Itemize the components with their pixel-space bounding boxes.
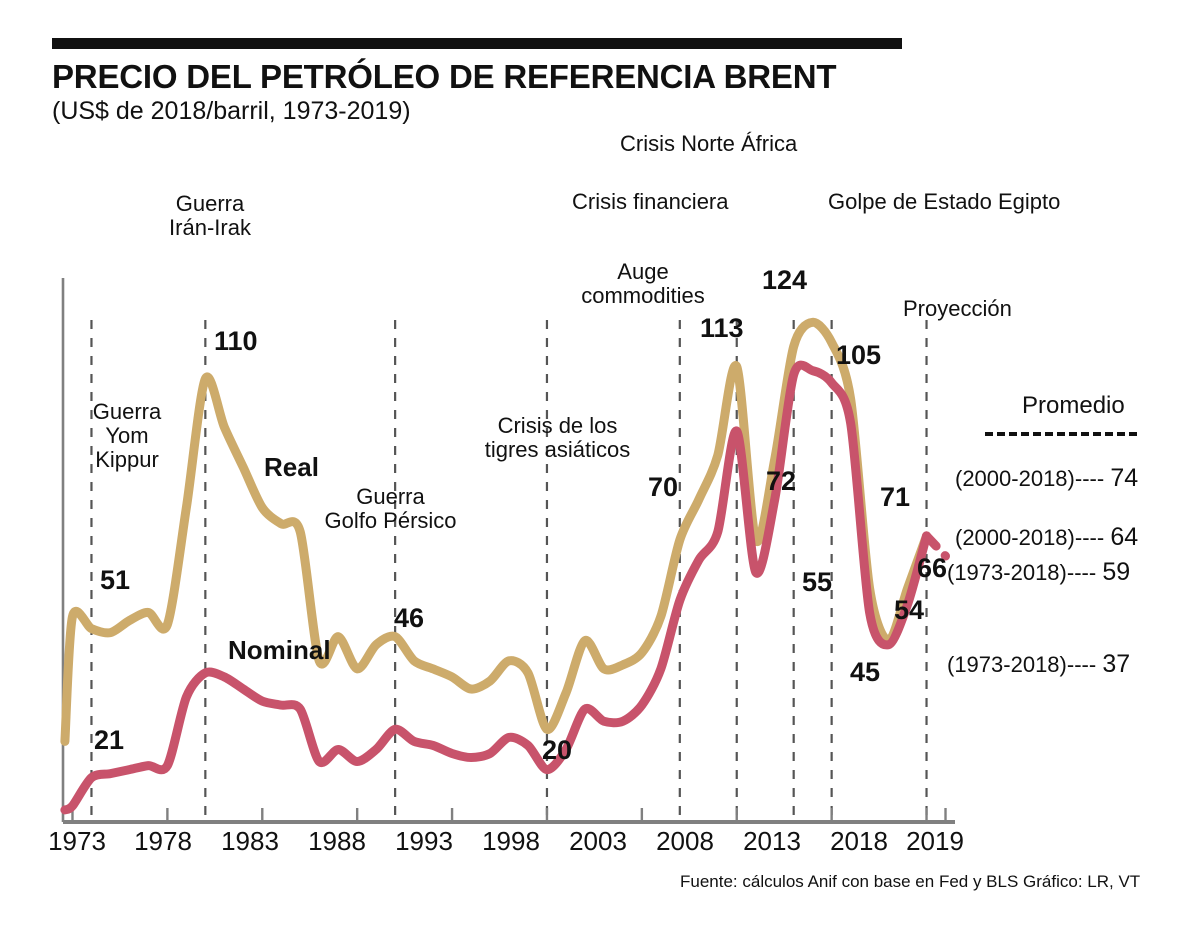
value-label-46: 46 [394,603,425,633]
legend-leader: ---- [1074,525,1105,550]
legend-period: (1973-2018) [947,652,1067,677]
annotation-guerra-golfo-persico: Guerra Golfo Pérsico [303,485,478,533]
legend-leader: ---- [1066,652,1097,677]
xtick-1988: 1988 [308,826,366,856]
annotation-line: Kippur [95,446,159,472]
value-label-72: 72 [766,466,797,496]
xtick-1998: 1998 [482,826,540,856]
legend-value: 74 [1110,464,1139,492]
page-title: PRECIO DEL PETRÓLEO DE REFERENCIA BRENT [52,58,837,95]
series-line-proyección [922,531,951,561]
xtick-2013: 2013 [743,826,801,856]
annotation-crisis-financiera: Crisis financiera [572,190,729,214]
xtick-2008: 2008 [656,826,714,856]
annotation-golpe-estado-egipto: Golpe de Estado Egipto [828,190,1060,214]
annotation-auge-commodities: Auge commodities [548,260,738,308]
xtick-1993: 1993 [395,826,453,856]
legend-value: 59 [1102,558,1131,586]
legend-value: 37 [1102,650,1131,678]
legend-row-2: (1973-2018)---- 59 [947,558,1130,587]
annotation-crisis-norte-africa: Crisis Norte África [620,132,797,156]
legend-period: (2000-2018) [955,466,1075,491]
series-label-real: Real [264,452,319,482]
value-label-51: 51 [100,565,131,595]
annotation-line: Yom [105,422,149,448]
series-paths [60,317,951,815]
xtick-1983: 1983 [221,826,279,856]
legend-period: (2000-2018) [955,525,1075,550]
legend-divider [985,432,1137,436]
value-label-54: 54 [894,595,925,625]
annotation-line: tigres asiáticos [484,436,631,462]
series-label-nominal: Nominal [228,635,331,665]
legend-row-1: (2000-2018)---- 64 [955,523,1138,552]
legend-row-3: (1973-2018)---- 37 [947,650,1130,679]
annotation-line: Irán-Irak [169,214,251,240]
annotation-line: commodities [581,282,705,308]
event-lines [90,320,928,822]
value-label-20: 20 [542,735,573,765]
legend-period: (1973-2018) [947,560,1067,585]
annotation-line: Golpe de Estado Egipto [828,189,1061,214]
value-label-113: 113 [700,313,744,343]
xtick-1973: 1973 [48,826,106,856]
annotation-line: Crisis de los [497,413,618,438]
legend-row-0: (2000-2018)---- 74 [955,464,1138,493]
legend-title: Promedio [1022,392,1125,419]
series-line-nominal [60,360,932,815]
page-subtitle: (US$ de 2018/barril, 1973-2019) [52,97,411,125]
annotation-line: Guerra [175,191,245,216]
annotation-line: Guerra [356,484,425,509]
value-label-55: 55 [802,567,833,597]
legend-leader: ---- [1066,560,1097,585]
legend-value: 64 [1110,523,1139,551]
value-label-70: 70 [648,472,679,502]
title-rule [52,38,902,49]
annotation-guerra-yom-kippur: Guerra Yom Kippur [72,400,182,471]
annotation-line: Golfo Pérsico [324,507,457,533]
source-note: Fuente: cálculos Anif con base en Fed y … [680,872,1141,891]
value-label-66: 66 [917,553,948,583]
series-line-real [60,317,932,746]
value-label-105: 105 [836,340,882,370]
value-label-21: 21 [94,725,125,755]
value-label-110: 110 [214,326,258,356]
annotation-proyeccion: Proyección [903,297,1012,321]
value-label-45: 45 [850,657,881,687]
xtick-2019: 2019 [906,826,964,856]
annotation-crisis-tigres-asiaticos: Crisis de los tigres asiáticos [450,414,665,462]
xtick-1978: 1978 [134,826,192,856]
annotation-line: Crisis financiera [572,189,729,214]
annotation-line: Crisis Norte África [620,131,798,156]
annotation-line: Guerra [92,399,162,424]
value-label-71: 71 [880,482,911,512]
annotation-guerra-iran-irak: Guerra Irán-Irak [130,192,290,240]
value-label-124: 124 [762,265,808,295]
annotation-line: Proyección [903,296,1012,321]
legend-leader: ---- [1074,466,1105,491]
xtick-2018: 2018 [830,826,888,856]
xtick-2003: 2003 [569,826,627,856]
annotation-line: Auge [617,259,669,284]
